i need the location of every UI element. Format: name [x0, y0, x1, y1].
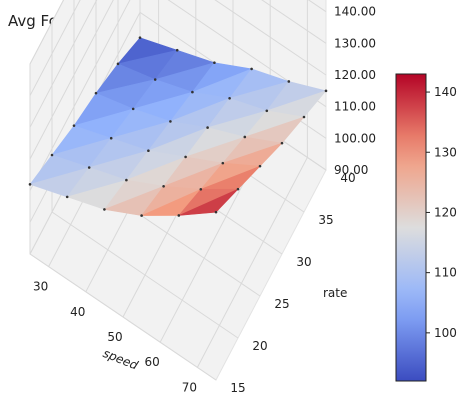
y-tick-label: 40: [340, 171, 355, 185]
z-tick-label: 110.00: [334, 100, 376, 114]
z-gridline: [29, 0, 327, 160]
surface-vertex: [140, 214, 143, 217]
x-tick-label: 40: [70, 305, 85, 319]
z-tick-label: 140.00: [334, 5, 376, 19]
y-tick-label: 35: [318, 213, 333, 227]
surface-vertex: [184, 155, 187, 159]
colorbar-tick-label: 140: [434, 85, 457, 99]
y-tick-label: 25: [274, 297, 289, 311]
surface-vertex: [243, 135, 247, 139]
surface-vertex: [103, 208, 106, 211]
colorbar-gradient: [395, 73, 427, 382]
y-tick-label: 15: [230, 381, 245, 395]
y-gridline: [51, 22, 239, 339]
surface-vertex: [94, 91, 98, 95]
surface-vertex: [258, 164, 262, 168]
z-gridline: [29, 0, 327, 128]
surface-vertex: [65, 195, 69, 199]
y-gridline: [29, 64, 217, 381]
surface-mesh: [28, 36, 328, 217]
surface-vertex: [191, 90, 194, 94]
surface-vertex: [280, 141, 284, 145]
surface-vertex: [153, 78, 157, 81]
z-tick-label: 100.00: [334, 131, 376, 145]
surface-facet: [178, 188, 239, 216]
x-axis-label: speed: [101, 346, 140, 373]
surface-vertex: [221, 161, 225, 165]
surface-vertex: [147, 149, 150, 153]
colorbar-tick-label: 100: [434, 326, 457, 340]
surface-vertex: [250, 67, 253, 71]
surface-vertex: [116, 62, 120, 66]
z-gridline: [29, 0, 327, 191]
surface-vertex: [50, 153, 54, 157]
surface-vertex: [175, 48, 179, 52]
surface-vertex: [324, 89, 328, 93]
surface-vertex: [287, 80, 291, 83]
colorbar-tick-label: 110: [434, 266, 457, 280]
colorbar-tick-label: 130: [434, 145, 457, 159]
z-tick-label: 130.00: [334, 36, 376, 50]
surface-vertex: [206, 126, 209, 129]
z-gridline: [29, 0, 327, 96]
surface-vertex: [199, 188, 203, 191]
surface-vertex: [177, 214, 181, 217]
x-tick-label: 50: [107, 330, 122, 344]
surface-vertex: [138, 36, 142, 39]
surface-vertex: [162, 184, 165, 188]
y-tick-label: 30: [296, 255, 311, 269]
surface-vertex: [213, 61, 216, 65]
surface-vertex: [214, 210, 218, 214]
colorbar-tick-label: 120: [434, 205, 457, 219]
x-tick-label: 60: [145, 355, 160, 369]
surface-vertex: [302, 115, 306, 119]
surface-vertex: [228, 96, 231, 100]
z-tick-label: 90.00: [334, 163, 368, 177]
surface-vertex: [72, 124, 76, 127]
surface-vertex: [169, 120, 172, 123]
surface-vertex: [131, 107, 135, 111]
surface-vertex: [87, 166, 91, 169]
surface-vertex: [236, 187, 240, 191]
surface-vertex: [28, 183, 32, 186]
surface-vertex: [109, 136, 113, 140]
y-axis-label: rate: [323, 286, 347, 300]
x-tick-label: 70: [182, 380, 197, 394]
z-tick-label: 120.00: [334, 68, 376, 82]
x-tick-label: 30: [33, 280, 48, 294]
surface-vertex: [265, 109, 269, 113]
surface-vertex: [125, 178, 128, 182]
colorbar: 100 110 120 130 140: [395, 73, 457, 382]
y-tick-label: 20: [252, 339, 267, 353]
